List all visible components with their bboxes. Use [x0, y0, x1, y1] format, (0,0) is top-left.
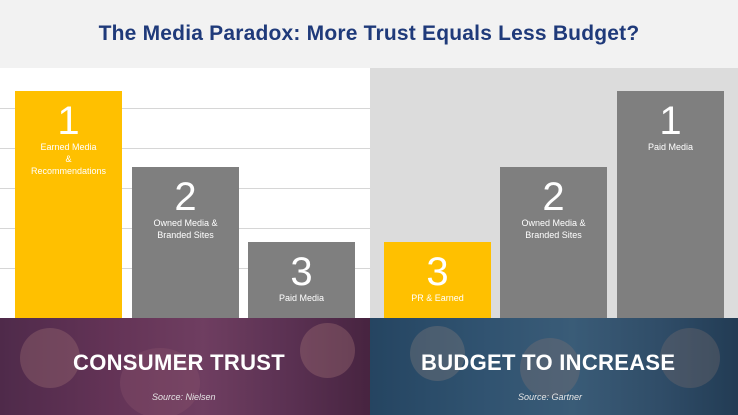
business-photo-band [370, 318, 738, 415]
gartner-source: Source: Gartner [518, 392, 583, 402]
bar: 3 PR & Earned [384, 242, 491, 318]
consumer-trust-caption: CONSUMER TRUST [73, 350, 285, 375]
title-bar: The Media Paradox: More Trust Equals Les… [0, 0, 738, 68]
page-title: The Media Paradox: More Trust Equals Les… [98, 22, 640, 45]
bar-category-label: PR & Earned [411, 293, 464, 303]
budget-panel: 3 PR & Earned 2 Owned Media & Branded Sites 1… [370, 68, 738, 318]
bar: 1 Paid Media [617, 91, 724, 318]
consumer-photo-band [0, 318, 370, 415]
gridline [0, 108, 370, 109]
bar-category-label: Branded Sites [157, 230, 214, 240]
bar-category-label: Owned Media & [153, 218, 218, 228]
gridline [0, 148, 370, 149]
bar-category-label: Recommendations [30, 166, 107, 176]
bar-rank-label: 3 [426, 250, 449, 294]
budget-caption: BUDGET TO INCREASE [421, 350, 676, 375]
bar-rank-label: 1 [659, 99, 682, 143]
bar-category-label: Owned Media & [521, 218, 586, 228]
bar: 2 Owned Media & Branded Sites [500, 167, 607, 318]
bar-category-label: Branded Sites [525, 230, 582, 240]
bar-rank-label: 3 [290, 250, 313, 294]
bar-rank-label: 1 [57, 99, 80, 143]
bar: 1 Earned Media & Recommendations [15, 91, 122, 318]
consumer-trust-panel: 1 Earned Media & Recommendations 2 Owned Medi… [0, 68, 370, 318]
bar: 2 Owned Media & Branded Sites [132, 167, 239, 318]
bar-category-label: Earned Media [40, 142, 97, 152]
bar-category-label: Paid Media [278, 293, 325, 303]
bar: 3 Paid Media [248, 242, 355, 318]
bar-category-label: Paid Media [647, 142, 694, 152]
nielsen-source: Source: Nielsen [152, 392, 216, 402]
bar-rank-label: 2 [174, 175, 197, 219]
bar-category-label: & [65, 154, 72, 164]
bar-rank-label: 2 [542, 175, 565, 219]
